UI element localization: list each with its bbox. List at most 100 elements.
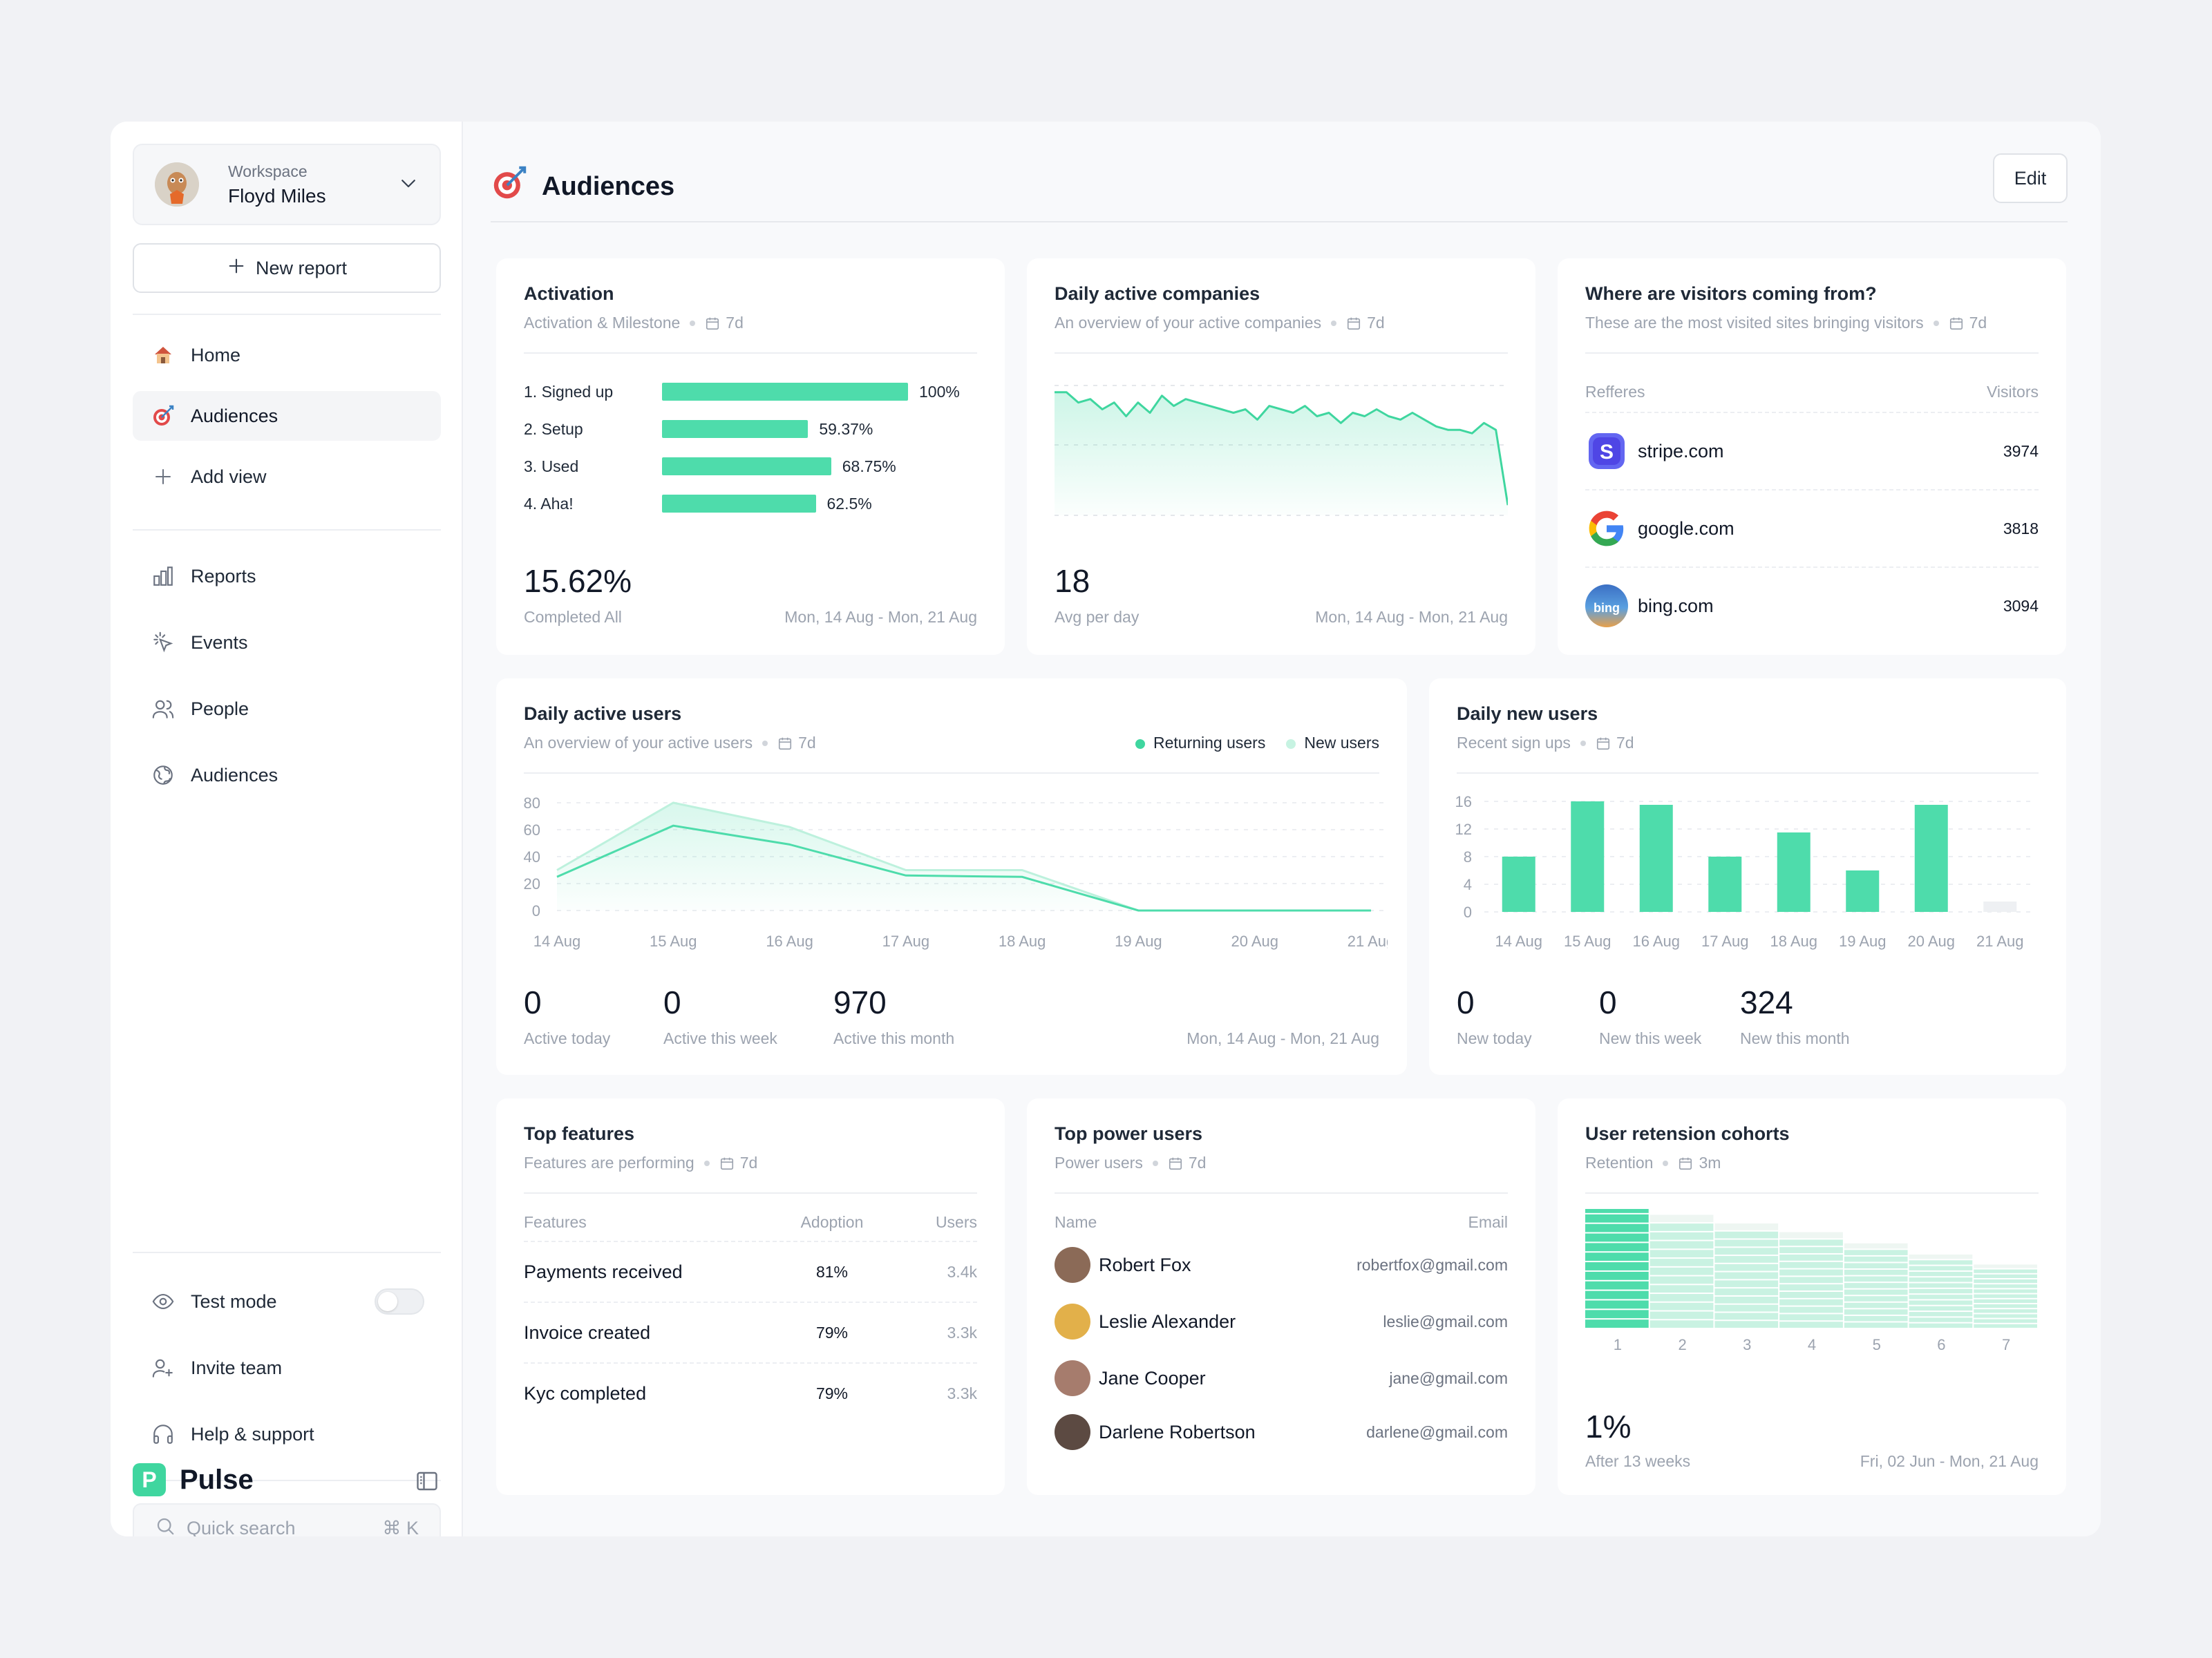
new-report-button[interactable]: New report [133,243,441,293]
cohort-cell [1585,1271,1649,1280]
cohort-cell [1714,1313,1779,1320]
cohort-cell [1649,1285,1714,1293]
x-tick-label: 16 Aug [1632,933,1680,950]
test-mode-toggle-row[interactable]: Test mode [133,1277,441,1326]
y-tick-label: 8 [1464,848,1472,866]
cohort-cell [1649,1311,1714,1319]
x-tick-label: 2 [1678,1336,1686,1353]
quick-search-input[interactable]: Quick search ⌘ K [133,1503,441,1536]
edit-button[interactable]: Edit [1993,153,2068,203]
dot-separator [1933,320,1939,326]
cohort-cell [1585,1262,1649,1270]
subtitle-text: These are the most visited sites bringin… [1585,314,1924,332]
nav-item-events[interactable]: Events [133,618,441,667]
cohort-cell [1779,1232,1843,1239]
cohort-cell [1649,1223,1714,1231]
bar [1777,832,1811,912]
top-features-card: Top features Features are performing 7d … [496,1098,1005,1495]
referrer-row[interactable]: bing bing.com 3094 [1585,566,2039,644]
table-row[interactable]: Payments received 81% 3.4k [524,1241,977,1302]
cohort-cell [1909,1288,1973,1294]
cohort-cell [1649,1267,1714,1275]
plus-icon [151,464,176,489]
nav-item-audiences-2[interactable]: Audiences [133,750,441,800]
nav-item-home[interactable]: Home [133,330,441,380]
period-selector[interactable]: 3m [1678,1154,1721,1172]
list-item[interactable]: Jane Cooper jane@gmail.com [1055,1350,1508,1407]
cohort-cell [1974,1289,2037,1293]
cohort-cell [1779,1269,1843,1276]
period-selector[interactable]: 7d [705,314,744,332]
cohort-cell [1844,1309,1908,1315]
funnel-step: 1. Signed up 100% [524,381,960,402]
x-tick-label: 18 Aug [1770,933,1817,950]
power-users-card: Top power users Power users 7d Name Emai… [1027,1098,1535,1495]
cohort-cell [1909,1306,1973,1311]
brand-logo[interactable]: P Pulse [133,1463,254,1496]
divider [524,352,977,354]
period-selector[interactable]: 7d [1168,1154,1206,1172]
bar [1708,857,1742,912]
cohort-cell [1779,1239,1843,1246]
avatar [1055,1414,1090,1450]
x-tick-label: 14 Aug [533,933,581,950]
test-mode-toggle[interactable] [375,1288,424,1315]
sidebar-collapse-icon[interactable] [415,1469,439,1497]
feature-adoption: 81% [815,1262,849,1281]
referrer-row[interactable]: S stripe.com 3974 [1585,412,2039,489]
table-row[interactable]: Kyc completed 79% 3.3k [524,1362,977,1423]
list-item[interactable]: Robert Fox robertfox@gmail.com [1055,1237,1508,1293]
feature-users: 3.4k [947,1262,977,1281]
cohort-cell [1974,1299,2037,1303]
period-selector[interactable]: 7d [1596,734,1634,752]
cohort-cell [1779,1292,1843,1298]
col-features: Features [524,1213,587,1231]
chart-legend: Returning users New users [1135,734,1379,752]
completed-value: 15.62% [524,563,632,599]
nav-item-people[interactable]: People [133,684,441,734]
user-plus-icon [151,1355,176,1380]
y-tick-label: 40 [524,848,540,866]
nav-label: Reports [191,565,256,587]
referrer-visitors: 3094 [2003,596,2039,615]
workspace-switcher[interactable]: Workspace Floyd Miles [133,144,441,225]
x-tick-label: 21 Aug [1348,933,1388,950]
y-tick-label: 12 [1455,821,1472,838]
period-selector[interactable]: 7d [719,1154,757,1172]
stat-value: 0 [663,984,681,1020]
cohort-cell [1779,1314,1843,1321]
cohort-cell [1779,1277,1843,1284]
nav-item-audiences[interactable]: Audiences [133,391,441,441]
svg-text:S: S [1600,441,1614,464]
cohort-cell [1844,1302,1908,1308]
col-email: Email [1468,1213,1508,1231]
cohort-cell [1585,1233,1649,1242]
dnu-bar-chart: 0 4 8 12 16 14 Aug 15 Aug 16 Aug 17 Aug 18 Aug 19 … [1455,793,2034,950]
calendar-icon [706,317,719,330]
cohort-cell [1649,1259,1714,1266]
table-row[interactable]: Invoice created 79% 3.3k [524,1302,977,1362]
list-item[interactable]: Leslie Alexander leslie@gmail.com [1055,1293,1508,1350]
period-label: 7d [1367,314,1385,332]
stat-label: New today [1457,1029,1532,1047]
period-selector[interactable]: 7d [777,734,816,752]
referrer-row[interactable]: google.com 3818 [1585,489,2039,566]
x-tick-label: 5 [1873,1336,1881,1353]
divider [1055,352,1508,354]
nav-item-invite-team[interactable]: Invite team [133,1343,441,1393]
cohort-cell [1649,1241,1714,1249]
nav-label: Events [191,631,248,653]
nav-item-reports[interactable]: Reports [133,551,441,601]
avg-value: 18 [1055,563,1090,599]
cohort-cell [1974,1319,2037,1323]
card-title: Where are visitors coming from? [1585,283,1877,304]
cohort-cell [1844,1256,1908,1262]
card-title: Top power users [1055,1123,1203,1144]
list-item[interactable]: Darlene Robertson darlene@gmail.com [1055,1404,1508,1460]
calendar-icon [1348,317,1361,330]
nav-item-help-support[interactable]: Help & support [133,1409,441,1459]
referrers-header: Refferes Visitors [1585,383,2039,401]
period-selector[interactable]: 7d [1949,314,1987,332]
nav-item-add-view[interactable]: Add view [133,452,441,502]
period-selector[interactable]: 7d [1346,314,1385,332]
